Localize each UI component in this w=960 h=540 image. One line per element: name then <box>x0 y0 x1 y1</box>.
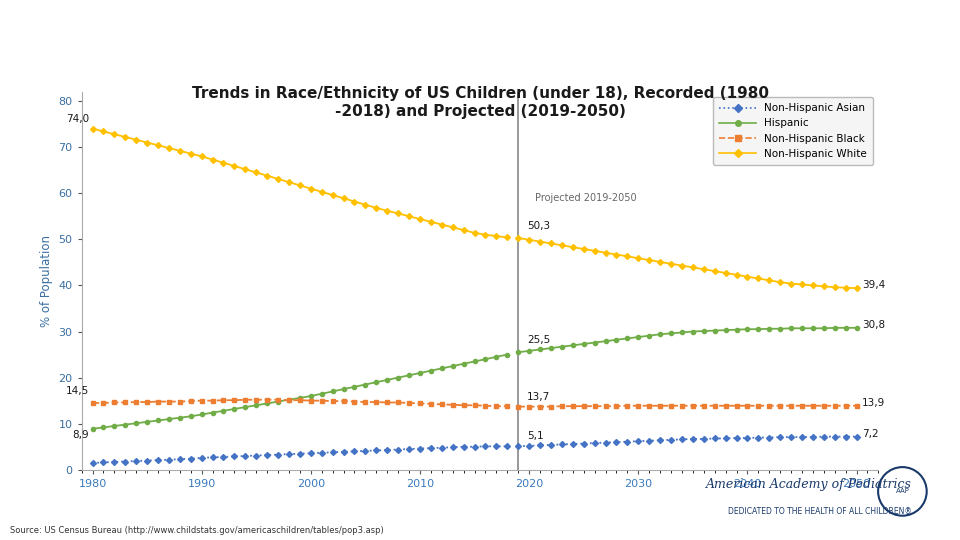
Text: American Academy of Pediatrics: American Academy of Pediatrics <box>707 478 912 491</box>
Y-axis label: % of Population: % of Population <box>40 235 53 327</box>
Text: 30,8: 30,8 <box>862 320 885 330</box>
Text: DEDICATED TO THE HEALTH OF ALL CHILDREN®: DEDICATED TO THE HEALTH OF ALL CHILDREN® <box>728 507 912 516</box>
Text: 14,5: 14,5 <box>66 386 89 396</box>
Text: 39,4: 39,4 <box>862 280 885 291</box>
Text: 13,9: 13,9 <box>862 398 885 408</box>
Text: 5,1: 5,1 <box>527 431 543 441</box>
Text: 8,9: 8,9 <box>73 430 89 440</box>
Text: 13,7: 13,7 <box>527 392 550 402</box>
Text: 50,3: 50,3 <box>527 221 550 231</box>
Text: AAP: AAP <box>896 488 909 495</box>
Text: 74,0: 74,0 <box>66 114 89 124</box>
Legend: Non-Hispanic Asian, Hispanic, Non-Hispanic Black, Non-Hispanic White: Non-Hispanic Asian, Hispanic, Non-Hispan… <box>713 97 874 165</box>
Text: Trends in Race/Ethnicity of US Children (under 18), Recorded (1980
-2018) and Pr: Trends in Race/Ethnicity of US Children … <box>191 86 769 119</box>
Text: Projected 2019-2050: Projected 2019-2050 <box>535 193 636 203</box>
Text: Source: US Census Bureau (http://www.childstats.gov/americaschildren/tables/pop3: Source: US Census Bureau (http://www.chi… <box>10 525 383 535</box>
Text: 25,5: 25,5 <box>527 335 550 346</box>
Text: 7,2: 7,2 <box>862 429 878 439</box>
